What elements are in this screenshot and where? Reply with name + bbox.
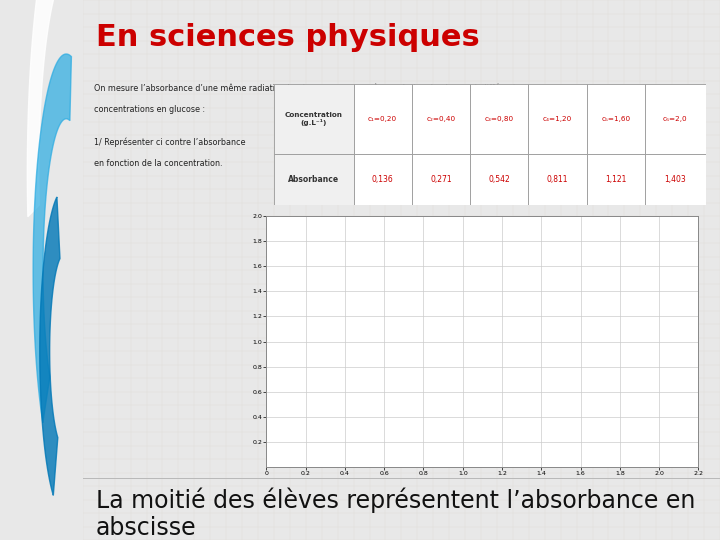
Bar: [645, 84, 706, 154]
Polygon shape: [27, 0, 109, 217]
Bar: [587, 154, 645, 205]
Bar: [354, 84, 412, 154]
Bar: [528, 84, 587, 154]
Bar: [587, 84, 645, 154]
Text: abscisse: abscisse: [96, 516, 196, 540]
Text: 1,403: 1,403: [665, 175, 686, 184]
Text: c₆=2,0: c₆=2,0: [663, 116, 688, 122]
Text: 0,271: 0,271: [430, 175, 452, 184]
Text: c₃=0,80: c₃=0,80: [485, 116, 514, 122]
Bar: [274, 84, 354, 154]
Text: c₅=1,60: c₅=1,60: [601, 116, 631, 122]
Text: c₄=1,20: c₄=1,20: [543, 116, 572, 122]
Text: La moitié des élèves représentent l’absorbance en: La moitié des élèves représentent l’abso…: [96, 487, 695, 513]
Text: Concentration
(g.L⁻¹): Concentration (g.L⁻¹): [284, 112, 343, 126]
Bar: [412, 84, 470, 154]
Bar: [412, 154, 470, 205]
Text: c₂=0,40: c₂=0,40: [426, 116, 456, 122]
Text: Absorbance: Absorbance: [288, 175, 339, 184]
Polygon shape: [40, 197, 60, 495]
Polygon shape: [33, 54, 71, 423]
Text: en fonction de la concentration.: en fonction de la concentration.: [94, 159, 222, 168]
Text: 1/ Représenter ci contre l’absorbance: 1/ Représenter ci contre l’absorbance: [94, 138, 245, 147]
Bar: [528, 154, 587, 205]
Text: concentrations en glucose :: concentrations en glucose :: [94, 105, 204, 114]
Text: c₁=0,20: c₁=0,20: [368, 116, 397, 122]
Bar: [470, 154, 528, 205]
Text: On mesure l’absorbance d’une même radiation lumineuse par une même solution de g: On mesure l’absorbance d’une même radiat…: [94, 84, 525, 93]
Bar: [274, 154, 354, 205]
Text: 0,542: 0,542: [488, 175, 510, 184]
Text: 1,121: 1,121: [606, 175, 626, 184]
Bar: [470, 84, 528, 154]
Text: En sciences physiques: En sciences physiques: [96, 23, 480, 52]
Text: 0,136: 0,136: [372, 175, 394, 184]
Bar: [645, 154, 706, 205]
Bar: [354, 154, 412, 205]
Text: 0,811: 0,811: [547, 175, 568, 184]
